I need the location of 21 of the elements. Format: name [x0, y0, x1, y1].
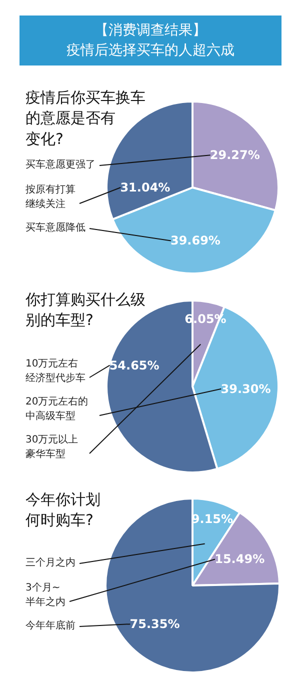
data-label: 75.35% [130, 617, 180, 632]
slice-label: 三个月之内 [26, 556, 76, 568]
chart-title: 今年你计划何时购车? [26, 490, 100, 530]
data-label: 9.15% [191, 512, 234, 526]
slice-label: 30万元以上豪华车型 [26, 434, 78, 460]
data-label: 39.30% [220, 382, 271, 396]
slice-label: 买车意愿降低 [26, 222, 86, 234]
slice-label: 按原有打算继续关注 [26, 184, 76, 210]
slice-label: 3个月~半年之内 [26, 582, 66, 608]
slice-label: 今年年底前 [26, 620, 76, 632]
data-label: 54.65% [109, 358, 160, 372]
data-label: 15.49% [214, 552, 265, 566]
chart-title: 你打算购买什么级别的车型? [24, 290, 146, 330]
slice-label: 买车意愿更强了 [26, 158, 96, 170]
slice-label: 20万元左右的中高级车型 [26, 396, 88, 422]
data-label: 31.04% [120, 180, 170, 194]
data-label: 39.69% [170, 234, 220, 248]
chart-title: 【消费调查结果】疫情后选择买车的人超六成 [66, 22, 234, 58]
data-label: 29.27% [210, 148, 260, 162]
text: 疫情后你买车换车的意愿是否有变化? [26, 88, 146, 148]
slice-label: 10万元左右经济型代步车 [26, 358, 86, 384]
